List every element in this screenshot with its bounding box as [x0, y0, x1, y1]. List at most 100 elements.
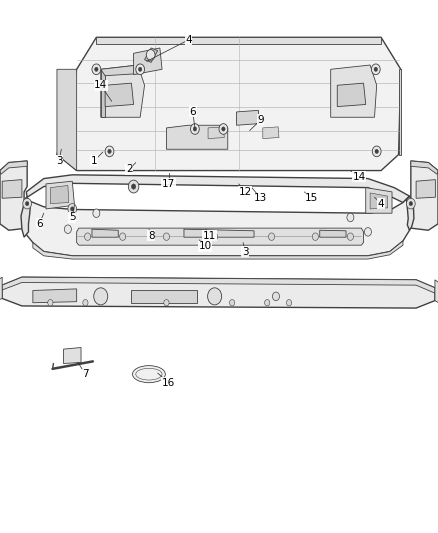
Circle shape	[374, 67, 378, 71]
Circle shape	[48, 300, 53, 306]
Circle shape	[94, 288, 108, 305]
Polygon shape	[57, 69, 77, 171]
Polygon shape	[263, 127, 279, 139]
Text: 14: 14	[94, 80, 107, 90]
Circle shape	[222, 127, 225, 131]
Polygon shape	[208, 127, 224, 139]
Circle shape	[85, 233, 91, 240]
Polygon shape	[0, 161, 27, 230]
Circle shape	[136, 64, 145, 75]
Polygon shape	[77, 228, 364, 245]
Text: 2: 2	[126, 165, 133, 174]
Circle shape	[193, 127, 197, 131]
Circle shape	[409, 201, 413, 206]
Circle shape	[23, 198, 32, 209]
Circle shape	[364, 228, 371, 236]
Circle shape	[108, 149, 111, 154]
Polygon shape	[26, 196, 410, 256]
Circle shape	[71, 207, 74, 211]
Text: 4: 4	[185, 35, 192, 45]
Circle shape	[347, 213, 354, 222]
Polygon shape	[101, 65, 140, 76]
Polygon shape	[2, 277, 435, 308]
Circle shape	[120, 233, 126, 240]
Polygon shape	[0, 161, 27, 174]
Circle shape	[105, 146, 114, 157]
Text: 5: 5	[69, 213, 76, 222]
Circle shape	[128, 180, 139, 193]
Text: 8: 8	[148, 231, 155, 240]
Text: 9: 9	[257, 115, 264, 125]
Circle shape	[93, 209, 100, 217]
Text: 12: 12	[239, 187, 252, 197]
Circle shape	[92, 64, 101, 75]
Circle shape	[375, 149, 378, 154]
Polygon shape	[96, 37, 381, 44]
Polygon shape	[411, 161, 438, 174]
Polygon shape	[101, 65, 145, 117]
Circle shape	[131, 184, 136, 189]
Polygon shape	[101, 69, 105, 117]
Text: 1: 1	[91, 156, 98, 166]
Polygon shape	[2, 180, 22, 198]
Text: 17: 17	[162, 179, 175, 189]
Circle shape	[272, 292, 279, 301]
Text: 4: 4	[378, 199, 385, 208]
Circle shape	[163, 233, 170, 240]
Circle shape	[68, 204, 77, 214]
Polygon shape	[0, 277, 2, 301]
Circle shape	[95, 67, 98, 71]
Text: 3: 3	[242, 247, 249, 256]
Polygon shape	[64, 348, 81, 364]
Polygon shape	[416, 180, 435, 198]
Circle shape	[83, 300, 88, 306]
Polygon shape	[105, 83, 134, 107]
Circle shape	[219, 124, 228, 134]
Text: 11: 11	[203, 231, 216, 240]
Polygon shape	[134, 48, 162, 75]
Polygon shape	[33, 289, 77, 303]
Circle shape	[406, 198, 415, 209]
Circle shape	[146, 50, 155, 60]
Text: 7: 7	[82, 369, 89, 379]
Text: 6: 6	[189, 107, 196, 117]
Circle shape	[138, 67, 142, 71]
Polygon shape	[26, 175, 410, 203]
Polygon shape	[370, 193, 388, 209]
Polygon shape	[92, 229, 118, 237]
Polygon shape	[435, 280, 438, 305]
Polygon shape	[366, 188, 392, 213]
Circle shape	[265, 300, 270, 306]
Circle shape	[286, 300, 292, 306]
Polygon shape	[57, 37, 401, 171]
Polygon shape	[406, 196, 414, 230]
Polygon shape	[399, 69, 401, 155]
Polygon shape	[21, 197, 31, 237]
Polygon shape	[50, 185, 69, 204]
Text: 16: 16	[162, 378, 175, 387]
Polygon shape	[337, 83, 366, 107]
Circle shape	[64, 225, 71, 233]
Ellipse shape	[132, 366, 166, 383]
Polygon shape	[320, 230, 346, 237]
Text: 15: 15	[304, 193, 318, 203]
Polygon shape	[2, 277, 435, 293]
Circle shape	[164, 300, 169, 306]
Circle shape	[191, 124, 199, 134]
Polygon shape	[33, 241, 403, 259]
Polygon shape	[145, 48, 158, 62]
Text: 13: 13	[254, 193, 267, 203]
Circle shape	[268, 233, 275, 240]
Circle shape	[347, 233, 353, 240]
Polygon shape	[46, 181, 74, 209]
Text: 3: 3	[56, 156, 63, 166]
Text: 10: 10	[198, 241, 212, 251]
Polygon shape	[331, 65, 377, 117]
Circle shape	[312, 233, 318, 240]
Text: 6: 6	[36, 219, 43, 229]
Circle shape	[371, 64, 380, 75]
Polygon shape	[411, 161, 438, 230]
Circle shape	[208, 288, 222, 305]
Circle shape	[372, 146, 381, 157]
Polygon shape	[131, 290, 197, 303]
